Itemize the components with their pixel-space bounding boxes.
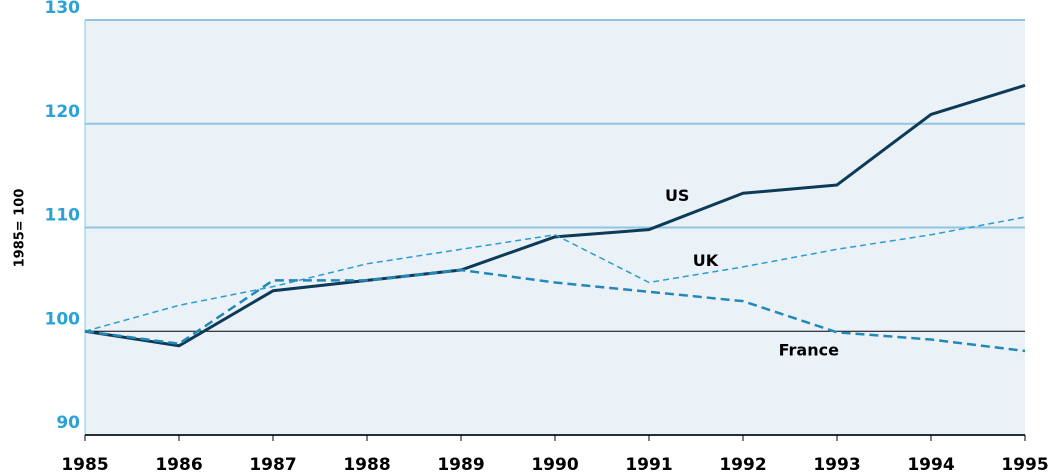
x-tick-label: 1987 — [249, 455, 296, 475]
x-tick-label: 1985 — [61, 455, 108, 475]
x-tick-label: 1988 — [343, 455, 390, 475]
y-tick-label: 90 — [56, 413, 80, 433]
x-tick-label: 1991 — [625, 455, 672, 475]
x-tick-label: 1989 — [437, 455, 484, 475]
x-tick-label: 1990 — [531, 455, 578, 475]
y-tick-label: 100 — [45, 309, 81, 329]
series-line — [84, 216, 1026, 332]
y-tick-label: 110 — [45, 206, 81, 226]
y-tick-label: 130 — [45, 0, 81, 18]
x-tick-label: 1986 — [155, 455, 202, 475]
series-line — [84, 268, 1026, 353]
series-line — [84, 83, 1026, 348]
series-label: US — [665, 186, 690, 205]
x-tick-label: 1993 — [813, 455, 860, 475]
x-tick-label: 1994 — [907, 455, 954, 475]
y-axis-label: 1985= 100 — [13, 189, 28, 268]
y-tick-label: 120 — [45, 102, 81, 122]
series-label: UK — [693, 251, 719, 270]
series-label: France — [779, 340, 839, 359]
x-tick-label: 1992 — [719, 455, 766, 475]
x-tick-label: 1995 — [1001, 455, 1048, 475]
